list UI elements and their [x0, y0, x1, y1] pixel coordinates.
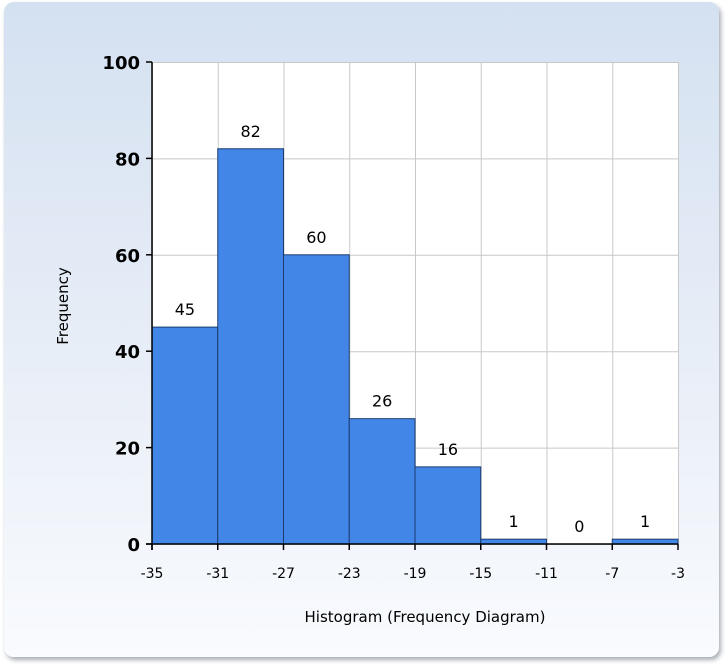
data-label: 1 [509, 512, 519, 531]
x-tick-label: -27 [272, 566, 295, 582]
histogram-bar [414, 466, 482, 545]
x-tick-label: -15 [469, 566, 492, 582]
data-label: 1 [640, 512, 650, 531]
data-label: 60 [306, 228, 326, 247]
data-label: 82 [240, 122, 260, 141]
y-axis-title: Frequency [54, 267, 72, 345]
x-tick-label: -7 [605, 566, 619, 582]
y-tick-label: 0 [127, 535, 140, 556]
x-tick-label: -35 [141, 566, 164, 582]
x-tick-label: -19 [404, 566, 427, 582]
y-tick-label: 20 [115, 439, 140, 460]
y-tick-label: 80 [115, 149, 140, 170]
x-tick-label: -23 [338, 566, 361, 582]
x-tick-label: -3 [671, 566, 685, 582]
y-tick-label: 40 [115, 342, 140, 363]
y-tick-label: 100 [102, 53, 140, 74]
histogram-bar [348, 418, 416, 545]
data-label: 0 [574, 517, 584, 536]
x-tick-label: -11 [535, 566, 558, 582]
x-tick-label: -31 [206, 566, 229, 582]
bars [151, 148, 679, 545]
data-labels: 45 82 60 26 16 1 0 1 [175, 122, 651, 536]
histogram-bar [151, 326, 219, 545]
histogram-bar [217, 148, 284, 545]
data-label: 16 [438, 440, 458, 459]
tick-labels: -35 -31 -27 -23 -19 -15 -11 -7 -3 0 20 40 60 80 100 [102, 53, 685, 582]
histogram-bar [283, 254, 350, 545]
axes [146, 61, 679, 550]
x-axis-title: Histogram (Frequency Diagram) [305, 608, 546, 626]
y-tick-label: 60 [115, 246, 140, 267]
data-label: 45 [175, 300, 195, 319]
data-label: 26 [372, 392, 392, 411]
